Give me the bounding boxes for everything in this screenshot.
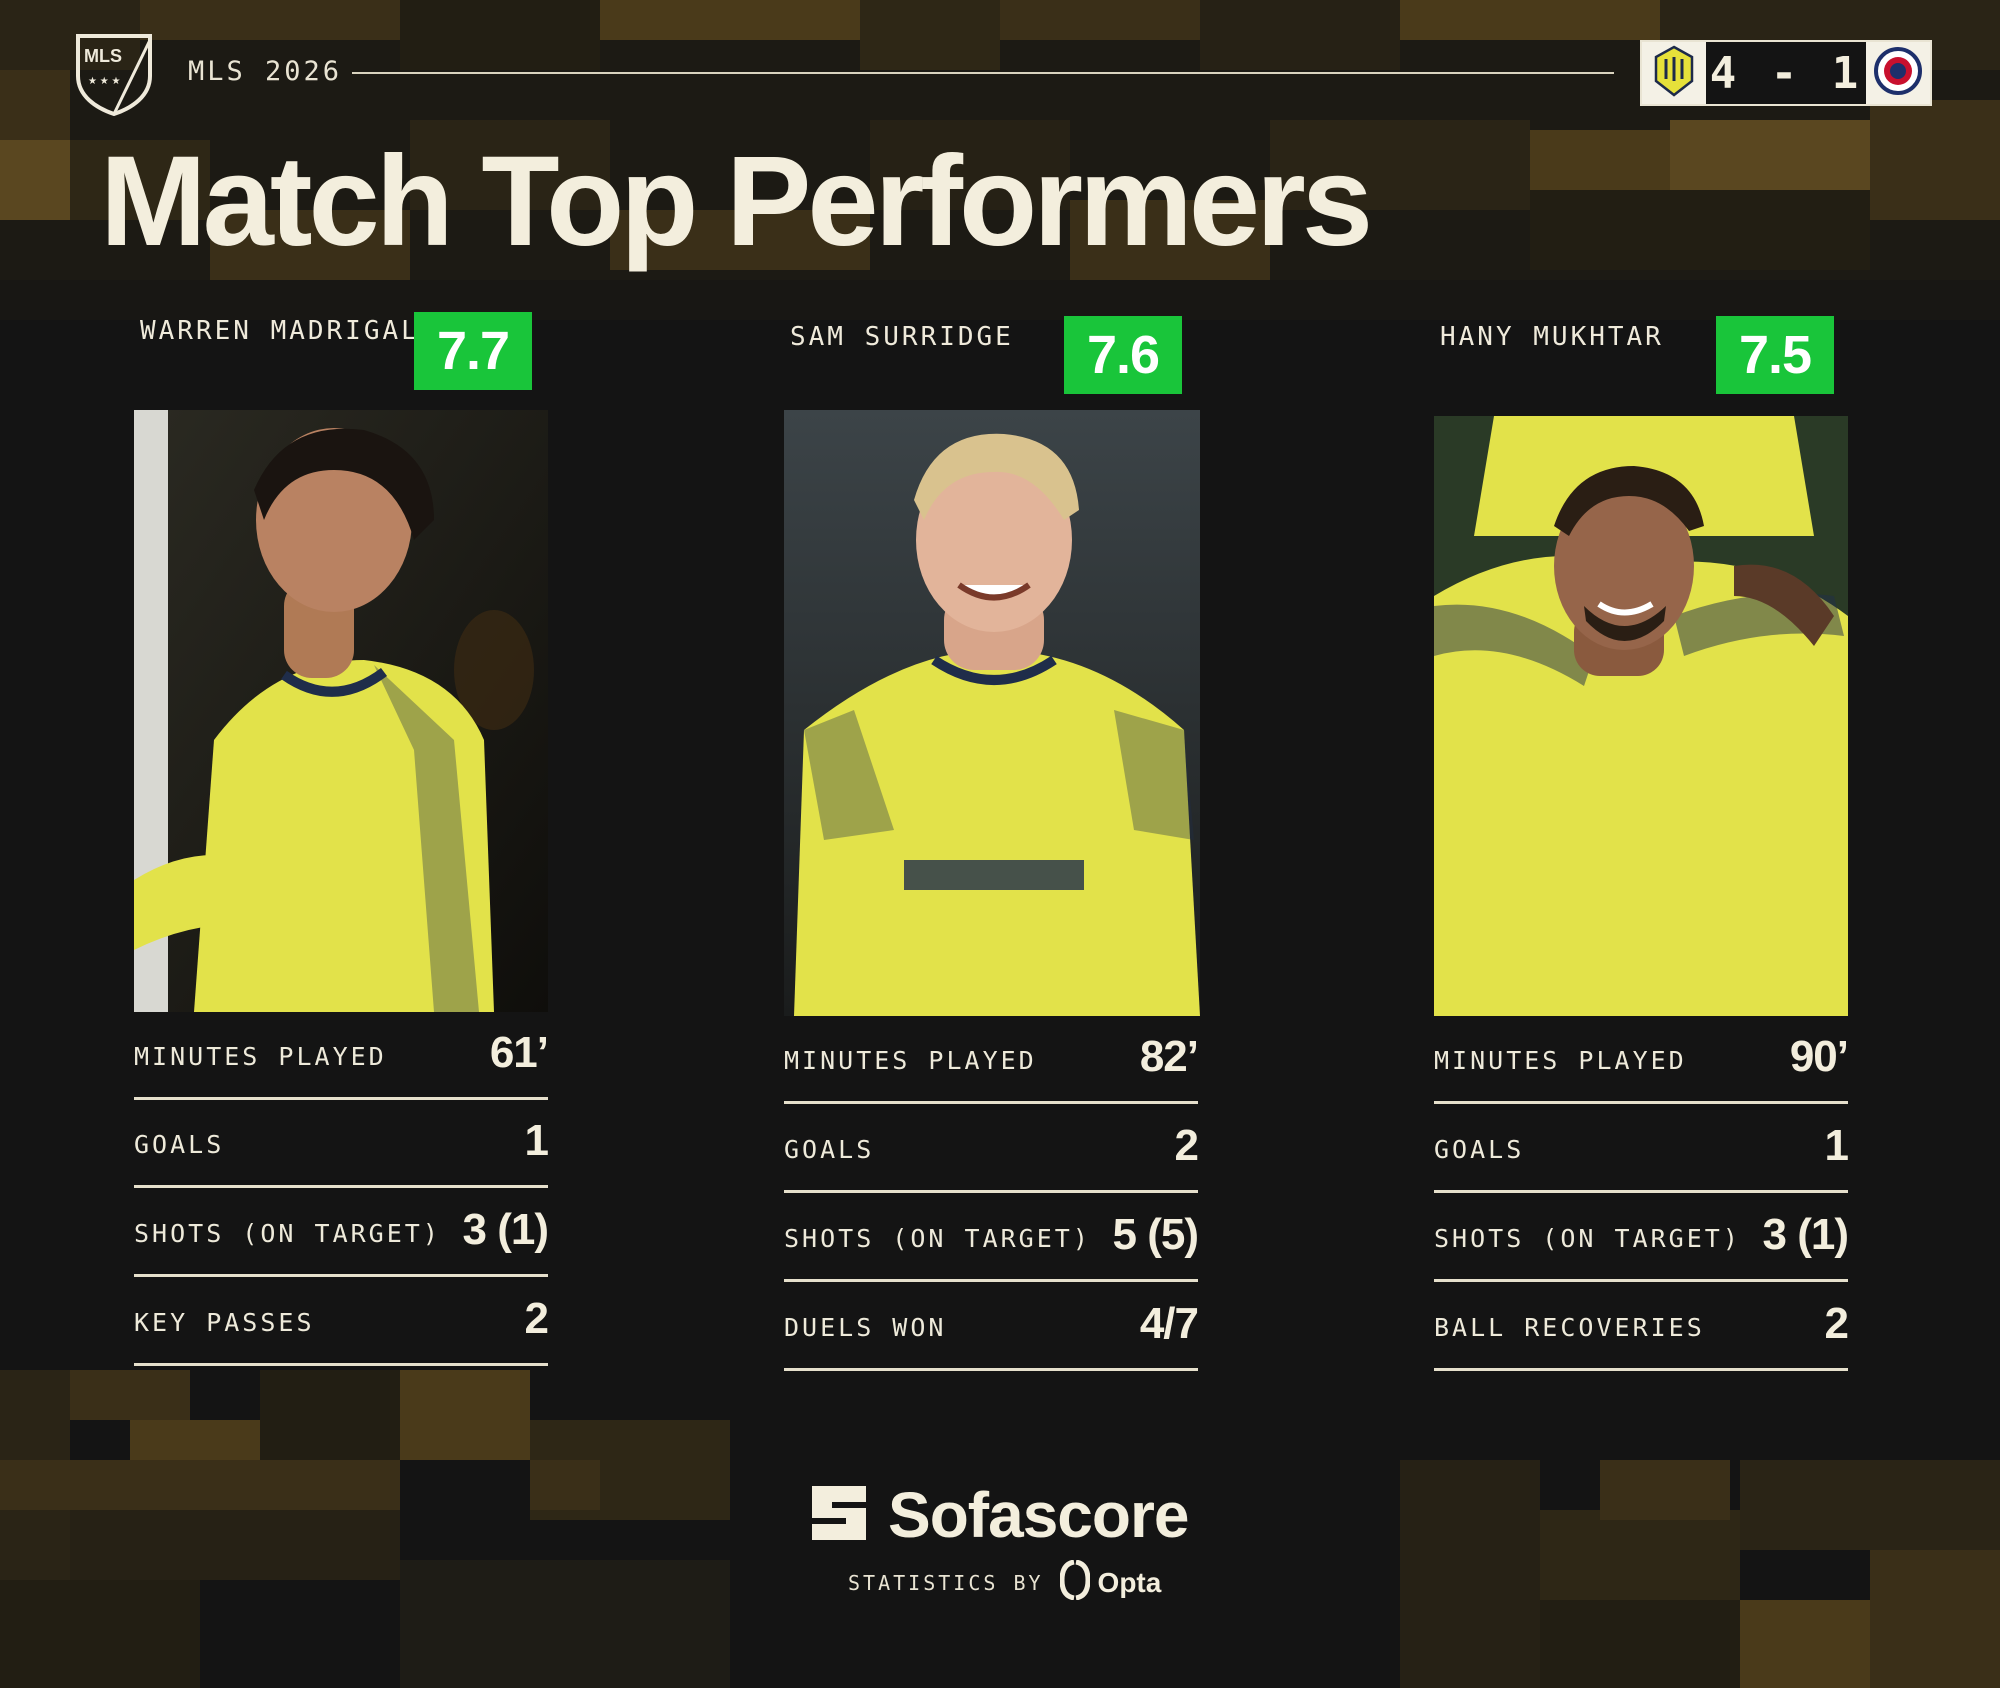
stat-row: GOALS 2	[784, 1105, 1200, 1193]
mls-logo: MLS ★ ★ ★	[74, 32, 154, 117]
stat-label: GOALS	[1434, 1135, 1525, 1164]
stat-label: SHOTS (ON TARGET)	[1434, 1224, 1741, 1253]
stat-row: MINUTES PLAYED 82’	[784, 1016, 1199, 1104]
stat-label: SHOTS (ON TARGET)	[134, 1219, 441, 1248]
player-photo	[1434, 416, 1848, 1016]
new-england-revolution-crest-icon	[1873, 46, 1923, 101]
stat-label: MINUTES PLAYED	[1434, 1046, 1687, 1075]
match-score-box: 4 - 1	[1640, 40, 1932, 106]
sofascore-wordmark: Sofascore	[888, 1479, 1189, 1551]
player-photo	[134, 410, 548, 1012]
stat-row: SHOTS (ON TARGET) 5 (5)	[784, 1194, 1199, 1282]
stat-value: 90’	[1789, 1032, 1849, 1081]
player-photo	[784, 410, 1200, 1016]
stat-value: 1	[1824, 1121, 1850, 1170]
stat-label: MINUTES PLAYED	[784, 1046, 1037, 1075]
stat-label: SHOTS (ON TARGET)	[784, 1224, 1091, 1253]
mls-logo-text: MLS	[84, 46, 122, 66]
stat-value: 1	[524, 1116, 550, 1165]
sofascore-logo-icon	[808, 1482, 870, 1549]
player-rating: 7.5	[1716, 316, 1834, 394]
player-rating: 7.6	[1064, 316, 1182, 394]
svg-text:★ ★ ★: ★ ★ ★	[88, 76, 120, 87]
opta-logo-icon	[1059, 1559, 1091, 1605]
header-divider	[352, 72, 1614, 74]
stat-value: 3 (1)	[462, 1205, 549, 1254]
stat-value: 5 (5)	[1112, 1210, 1199, 1259]
stat-label: KEY PASSES	[134, 1308, 315, 1337]
stat-value: 82’	[1139, 1032, 1199, 1081]
away-team-badge	[1866, 42, 1930, 104]
stat-row: KEY PASSES 2	[134, 1278, 550, 1366]
stat-value: 2	[1174, 1121, 1200, 1170]
stat-row: SHOTS (ON TARGET) 3 (1)	[1434, 1194, 1849, 1282]
player-name: SAM SURRIDGE	[790, 322, 1014, 352]
stat-label: GOALS	[784, 1135, 875, 1164]
page-title: Match Top Performers	[100, 130, 1373, 273]
match-score: 4 - 1	[1709, 47, 1863, 99]
opta-wordmark: Opta	[1097, 1566, 1162, 1598]
sofascore-brand: Sofascore	[808, 1478, 1189, 1552]
stat-label: MINUTES PLAYED	[134, 1042, 387, 1071]
stat-row: BALL RECOVERIES 2	[1434, 1283, 1850, 1371]
player-rating: 7.7	[414, 312, 532, 390]
stat-value: 2	[524, 1294, 550, 1343]
stat-label: DUELS WON	[784, 1313, 947, 1342]
stat-label: BALL RECOVERIES	[1434, 1313, 1705, 1342]
stat-row: GOALS 1	[1434, 1105, 1850, 1193]
stat-row: MINUTES PLAYED 90’	[1434, 1016, 1849, 1104]
player-name: HANY MUKHTAR	[1440, 322, 1664, 352]
competition-label: MLS 2026	[188, 56, 343, 87]
stat-row: MINUTES PLAYED 61’	[134, 1012, 549, 1100]
statistics-credit: STATISTICS BY Opta	[848, 1559, 1162, 1605]
statistics-by-label: STATISTICS BY	[848, 1570, 1044, 1595]
home-team-badge	[1642, 42, 1706, 104]
stat-value: 3 (1)	[1762, 1210, 1849, 1259]
stat-label: GOALS	[134, 1130, 225, 1159]
player-name: WARREN MADRIGAL	[140, 316, 420, 346]
stat-value: 2	[1824, 1299, 1850, 1348]
stat-row: DUELS WON 4/7	[784, 1283, 1199, 1371]
stat-row: GOALS 1	[134, 1100, 550, 1188]
stat-value: 61’	[489, 1028, 549, 1077]
stat-row: SHOTS (ON TARGET) 3 (1)	[134, 1189, 549, 1277]
stat-value: 4/7	[1139, 1299, 1199, 1348]
nashville-sc-crest-icon	[1654, 45, 1694, 102]
